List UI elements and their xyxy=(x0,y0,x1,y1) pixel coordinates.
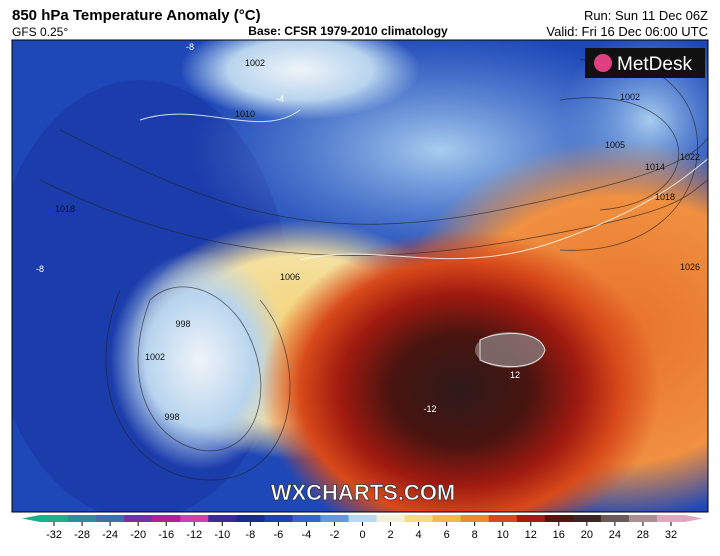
colorbar-tick-label: 32 xyxy=(665,529,677,541)
colorbar-tick-label: -20 xyxy=(130,529,146,541)
valid: Valid: Fri 16 Dec 06:00 UTC xyxy=(546,24,708,39)
map-label: 998 xyxy=(164,412,179,422)
colorbar-swatch xyxy=(488,515,518,522)
map-label: 998 xyxy=(175,319,190,329)
map-label: -12 xyxy=(423,404,436,414)
colorbar-tick-label: 16 xyxy=(553,529,565,541)
base: Base: CFSR 1979-2010 climatology xyxy=(248,24,448,38)
watermark: WXCHARTS.COM xyxy=(271,480,456,505)
colorbar-swatch xyxy=(152,515,181,522)
colorbar-swatch xyxy=(40,515,69,522)
colorbar-swatch xyxy=(600,515,630,522)
colorbar-tick-label: -24 xyxy=(102,529,118,541)
colorbar-swatch xyxy=(516,515,546,522)
logo: MetDesk xyxy=(617,54,692,75)
map-label: 1005 xyxy=(605,140,625,150)
colorbar-swatch xyxy=(208,515,237,522)
map-label: -4 xyxy=(276,94,284,104)
colorbar-tick-label: -10 xyxy=(214,529,230,541)
map-labels: 1002 1010 1006 998 1002 998 1002 1005 1014 1018 10… xyxy=(36,42,700,422)
colorbar-tick-label: -4 xyxy=(302,529,312,541)
colorbar-tick-label: 24 xyxy=(609,529,621,541)
colorbar-arrow-left xyxy=(22,515,40,522)
colorbar-swatch xyxy=(180,515,209,522)
map-label: 12 xyxy=(510,370,520,380)
map-label: 1002 xyxy=(620,92,640,102)
map-label: -8 xyxy=(186,42,194,52)
map-label: 1006 xyxy=(280,272,300,282)
colorbar-swatch xyxy=(264,515,293,522)
colorbar-tick-label: -2 xyxy=(330,529,340,541)
colorbar-tick-label: 28 xyxy=(637,529,649,541)
colorbar-swatch xyxy=(236,515,265,522)
map-label: 1026 xyxy=(680,262,700,272)
map-label: 1018 xyxy=(55,204,75,214)
map-label: 1010 xyxy=(235,109,255,119)
colorbar-tick-label: 10 xyxy=(497,529,509,541)
colorbar-swatch xyxy=(124,515,153,522)
colorbar-tick-label: -28 xyxy=(74,529,90,541)
colorbar-swatch xyxy=(432,515,462,522)
colorbar-tick-label: -16 xyxy=(158,529,174,541)
colorbar-swatch xyxy=(656,515,686,522)
colorbar-swatch xyxy=(572,515,602,522)
colorbar-swatch xyxy=(544,515,574,522)
colorbar-swatch xyxy=(292,515,321,522)
colorbar-tick-label: 20 xyxy=(581,529,593,541)
colorbar-swatch xyxy=(320,515,349,522)
colorbar-swatch xyxy=(404,515,434,522)
colorbar-tick-label: 4 xyxy=(416,529,422,541)
colorbar-arrow-right xyxy=(685,515,703,522)
colorbar-swatch xyxy=(460,515,490,522)
title: 850 hPa Temperature Anomaly (°C) xyxy=(12,7,261,24)
colorbar-tick-label: -6 xyxy=(273,529,283,541)
colorbar-swatch xyxy=(628,515,658,522)
colorbar-swatch xyxy=(376,515,406,522)
model: GFS 0.25° xyxy=(12,25,68,39)
run: Run: Sun 11 Dec 06Z xyxy=(584,8,708,23)
colorbar-swatch xyxy=(348,515,378,522)
logo-icon xyxy=(594,54,612,72)
map-label: -8 xyxy=(36,264,44,274)
map-label: 1002 xyxy=(245,58,265,68)
colorbar: -32 -28 -24 -20 -16 -12 -10 -8 -6 -4 -2 0 2 4 6 8 10 12 16… xyxy=(22,515,703,541)
colorbar-tick-label: 12 xyxy=(525,529,537,541)
colorbar-tick-label: -8 xyxy=(245,529,255,541)
colorbar-tick-label: 0 xyxy=(359,529,365,541)
map xyxy=(12,40,708,512)
map-label: 1014 xyxy=(645,162,665,172)
map-frame xyxy=(11,39,709,513)
colorbar-swatch xyxy=(96,515,125,522)
map-label: 1002 xyxy=(145,352,165,362)
colorbar-tick-label: -12 xyxy=(186,529,202,541)
colorbar-swatch xyxy=(68,515,97,522)
colorbar-tick-label: 2 xyxy=(387,529,393,541)
colorbar-tick-label: -32 xyxy=(46,529,62,541)
colorbar-tick-label: 6 xyxy=(444,529,450,541)
map-label: 1018 xyxy=(655,192,675,202)
map-label: 1022 xyxy=(680,152,700,162)
colorbar-tick-label: 8 xyxy=(472,529,478,541)
